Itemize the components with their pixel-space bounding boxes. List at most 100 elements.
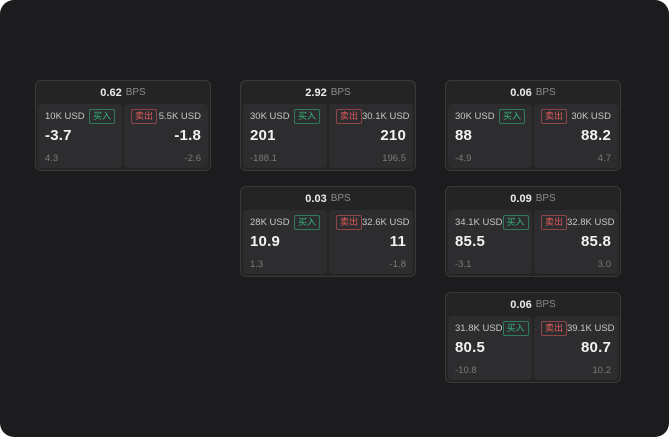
buy-panel[interactable]: 34.1K USD 买入 85.5 -3.1 [448, 210, 532, 274]
buy-panel-top: 34.1K USD 买入 [455, 215, 529, 230]
sell-tag: 卖出 [541, 215, 568, 230]
sell-panel-top: 卖出 39.1K USD [541, 321, 615, 336]
bps-label: BPS [330, 193, 351, 204]
quote-card-body: 34.1K USD 买入 85.5 -3.1 卖出 32.8K USD 85.8… [446, 210, 620, 276]
sell-panel[interactable]: 卖出 32.6K USD 11 -1.8 [329, 210, 413, 274]
sell-panel-top: 卖出 5.5K USD [131, 109, 201, 124]
quote-grid: 0.62 BPS 10K USD 买入 -3.7 4.3 卖出 5.5K USD… [35, 80, 621, 383]
quote-card: 0.03 BPS 28K USD 买入 10.9 1.3 卖出 32.6K US… [240, 186, 416, 277]
quote-card-body: 30K USD 买入 88 -4.9 卖出 30K USD 88.2 4.7 [446, 104, 620, 170]
sell-amount: 5.5K USD [158, 111, 201, 122]
buy-tag: 买入 [498, 109, 525, 124]
bps-label: BPS [535, 87, 556, 98]
buy-price: 85.5 [455, 233, 485, 250]
buy-panel-top: 31.8K USD 买入 [455, 321, 529, 336]
sell-amount: 32.6K USD [362, 217, 410, 228]
sell-panel[interactable]: 卖出 32.8K USD 85.8 3.0 [534, 210, 618, 274]
buy-tag: 买入 [88, 109, 115, 124]
buy-panel[interactable]: 30K USD 买入 201 -188.1 [243, 104, 327, 168]
buy-amount: 10K USD [45, 111, 85, 122]
spread-header: 0.09 BPS [446, 187, 620, 210]
sell-amount: 30K USD [571, 111, 611, 122]
quote-card-body: 31.8K USD 买入 80.5 -10.8 卖出 39.1K USD 80.… [446, 316, 620, 382]
buy-panel-top: 30K USD 买入 [455, 109, 525, 124]
bps-label: BPS [125, 87, 146, 98]
sell-change: 196.5 [382, 153, 406, 164]
quote-card: 0.06 BPS 31.8K USD 买入 80.5 -10.8 卖出 39.1… [445, 292, 621, 383]
sell-tag: 卖出 [541, 109, 568, 124]
buy-change: -10.8 [455, 365, 477, 376]
buy-price: -3.7 [45, 127, 72, 144]
buy-price: 10.9 [250, 233, 280, 250]
buy-tag: 买入 [293, 215, 320, 230]
buy-price: 80.5 [455, 339, 485, 356]
sell-price: 11 [389, 233, 406, 250]
spread-header: 0.62 BPS [36, 81, 210, 104]
sell-panel[interactable]: 卖出 30K USD 88.2 4.7 [534, 104, 618, 168]
buy-tag: 买入 [502, 215, 529, 230]
spread-value: 0.09 [510, 192, 532, 205]
spread-header: 0.06 BPS [446, 293, 620, 316]
buy-change: 4.3 [45, 153, 59, 164]
sell-change: -1.8 [389, 259, 406, 270]
bps-label: BPS [535, 193, 556, 204]
spread-value: 0.06 [510, 298, 532, 311]
buy-change: -3.1 [455, 259, 472, 270]
sell-panel-top: 卖出 32.6K USD [336, 215, 410, 230]
buy-amount: 30K USD [455, 111, 495, 122]
bps-label: BPS [330, 87, 351, 98]
sell-panel[interactable]: 卖出 30.1K USD 210 196.5 [329, 104, 413, 168]
sell-panel-top: 卖出 30.1K USD [336, 109, 410, 124]
sell-panel-top: 卖出 32.8K USD [541, 215, 615, 230]
spread-header: 0.06 BPS [446, 81, 620, 104]
buy-panel-top: 10K USD 买入 [45, 109, 115, 124]
buy-change: 1.3 [250, 259, 264, 270]
spread-value: 2.92 [305, 86, 327, 99]
spread-value: 0.06 [510, 86, 532, 99]
buy-panel-top: 30K USD 买入 [250, 109, 320, 124]
sell-amount: 32.8K USD [567, 217, 615, 228]
sell-change: 3.0 [597, 259, 611, 270]
quote-card: 2.92 BPS 30K USD 买入 201 -188.1 卖出 30.1K … [240, 80, 416, 171]
bps-label: BPS [535, 299, 556, 310]
sell-change: 4.7 [597, 153, 611, 164]
quote-card-body: 30K USD 买入 201 -188.1 卖出 30.1K USD 210 1… [241, 104, 415, 170]
buy-panel[interactable]: 31.8K USD 买入 80.5 -10.8 [448, 316, 532, 380]
buy-amount: 34.1K USD [455, 217, 503, 228]
spread-header: 2.92 BPS [241, 81, 415, 104]
quote-card: 0.09 BPS 34.1K USD 买入 85.5 -3.1 卖出 32.8K… [445, 186, 621, 277]
buy-amount: 30K USD [250, 111, 290, 122]
sell-amount: 39.1K USD [567, 323, 615, 334]
spread-header: 0.03 BPS [241, 187, 415, 210]
buy-change: -4.9 [455, 153, 472, 164]
sell-price: 88.2 [581, 127, 611, 144]
sell-tag: 卖出 [336, 109, 363, 124]
sell-price: 80.7 [581, 339, 611, 356]
buy-change: -188.1 [250, 153, 277, 164]
sell-change: -2.6 [184, 153, 201, 164]
sell-panel-top: 卖出 30K USD [541, 109, 611, 124]
buy-tag: 买入 [502, 321, 529, 336]
buy-price: 201 [250, 127, 276, 144]
sell-price: 85.8 [581, 233, 611, 250]
quote-card-body: 10K USD 买入 -3.7 4.3 卖出 5.5K USD -1.8 -2.… [36, 104, 210, 170]
sell-panel[interactable]: 卖出 39.1K USD 80.7 10.2 [534, 316, 618, 380]
buy-panel[interactable]: 10K USD 买入 -3.7 4.3 [38, 104, 122, 168]
quote-card: 0.06 BPS 30K USD 买入 88 -4.9 卖出 30K USD 8… [445, 80, 621, 171]
buy-panel[interactable]: 30K USD 买入 88 -4.9 [448, 104, 532, 168]
spread-value: 0.62 [100, 86, 122, 99]
buy-amount: 28K USD [250, 217, 290, 228]
quote-card-body: 28K USD 买入 10.9 1.3 卖出 32.6K USD 11 -1.8 [241, 210, 415, 276]
buy-panel[interactable]: 28K USD 买入 10.9 1.3 [243, 210, 327, 274]
sell-tag: 卖出 [131, 109, 158, 124]
buy-price: 88 [455, 127, 473, 144]
buy-tag: 买入 [293, 109, 320, 124]
buy-panel-top: 28K USD 买入 [250, 215, 320, 230]
sell-amount: 30.1K USD [362, 111, 410, 122]
sell-change: 10.2 [592, 365, 612, 376]
sell-panel[interactable]: 卖出 5.5K USD -1.8 -2.6 [124, 104, 208, 168]
sell-tag: 卖出 [541, 321, 568, 336]
quote-card: 0.62 BPS 10K USD 买入 -3.7 4.3 卖出 5.5K USD… [35, 80, 211, 171]
buy-amount: 31.8K USD [455, 323, 503, 334]
